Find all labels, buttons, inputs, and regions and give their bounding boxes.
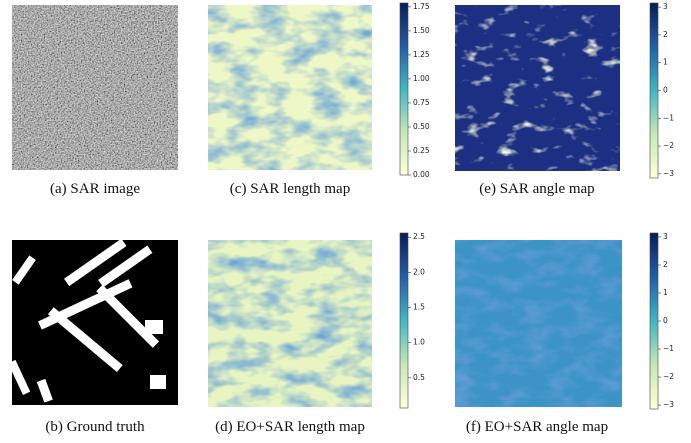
tick-label: 0.75	[413, 98, 430, 107]
colorbar	[650, 3, 658, 178]
image-texture	[455, 5, 620, 171]
tick-label: 2.0	[413, 267, 425, 276]
image-texture	[208, 5, 372, 170]
tick-label: 2	[663, 260, 668, 269]
image-texture	[455, 240, 622, 407]
tick-label: 1.5	[413, 302, 425, 311]
caption: (f) EO+SAR angle map	[466, 419, 608, 435]
eo-sar-angle-map	[455, 240, 622, 407]
figure: (a) SAR image (c) SAR length map 0.00 0.25 0…	[0, 0, 691, 443]
tick-label: 1.0	[413, 338, 425, 347]
sar-image	[12, 5, 178, 170]
caption: (c) SAR length map	[230, 181, 350, 197]
tick-label: 1.50	[413, 26, 430, 35]
colorbar	[400, 3, 408, 175]
sar-angle-map	[455, 5, 620, 171]
tick-label: 1.00	[413, 74, 430, 83]
sar-length-map	[208, 5, 372, 170]
tick-label: 0	[663, 86, 668, 95]
caption: (a) SAR image	[50, 181, 140, 197]
tick-label: −2	[663, 141, 674, 150]
tick-label: 0.5	[413, 373, 425, 382]
ground-truth	[8, 239, 178, 405]
tick-label: −2	[663, 372, 674, 381]
tick-label: 0	[663, 316, 668, 325]
caption: (b) Ground truth	[45, 419, 145, 435]
tick-label: 1.75	[413, 2, 430, 11]
tick-label: 3	[663, 2, 668, 11]
tick-label: −3	[663, 169, 674, 178]
tick-label: −1	[663, 113, 674, 122]
tick-label: 3	[663, 232, 668, 241]
tick-label: −3	[663, 400, 674, 409]
tick-label: 1	[663, 288, 668, 297]
tick-label: 1	[663, 58, 668, 67]
tick-label: −1	[663, 344, 674, 353]
caption: (d) EO+SAR length map	[215, 419, 365, 435]
tick-label: 0.25	[413, 146, 430, 155]
tick-label: 0.50	[413, 122, 430, 131]
tick-label: 2	[663, 30, 668, 39]
colorbar	[400, 233, 408, 408]
caption: (e) SAR angle map	[479, 181, 594, 197]
image-texture	[12, 5, 178, 170]
eo-sar-length-map	[208, 240, 372, 407]
colorbar	[650, 233, 658, 409]
tick-label: 1.25	[413, 50, 430, 59]
tick-label: 2.5	[413, 232, 425, 241]
image-texture	[208, 240, 372, 407]
tick-label: 0.00	[413, 170, 430, 179]
